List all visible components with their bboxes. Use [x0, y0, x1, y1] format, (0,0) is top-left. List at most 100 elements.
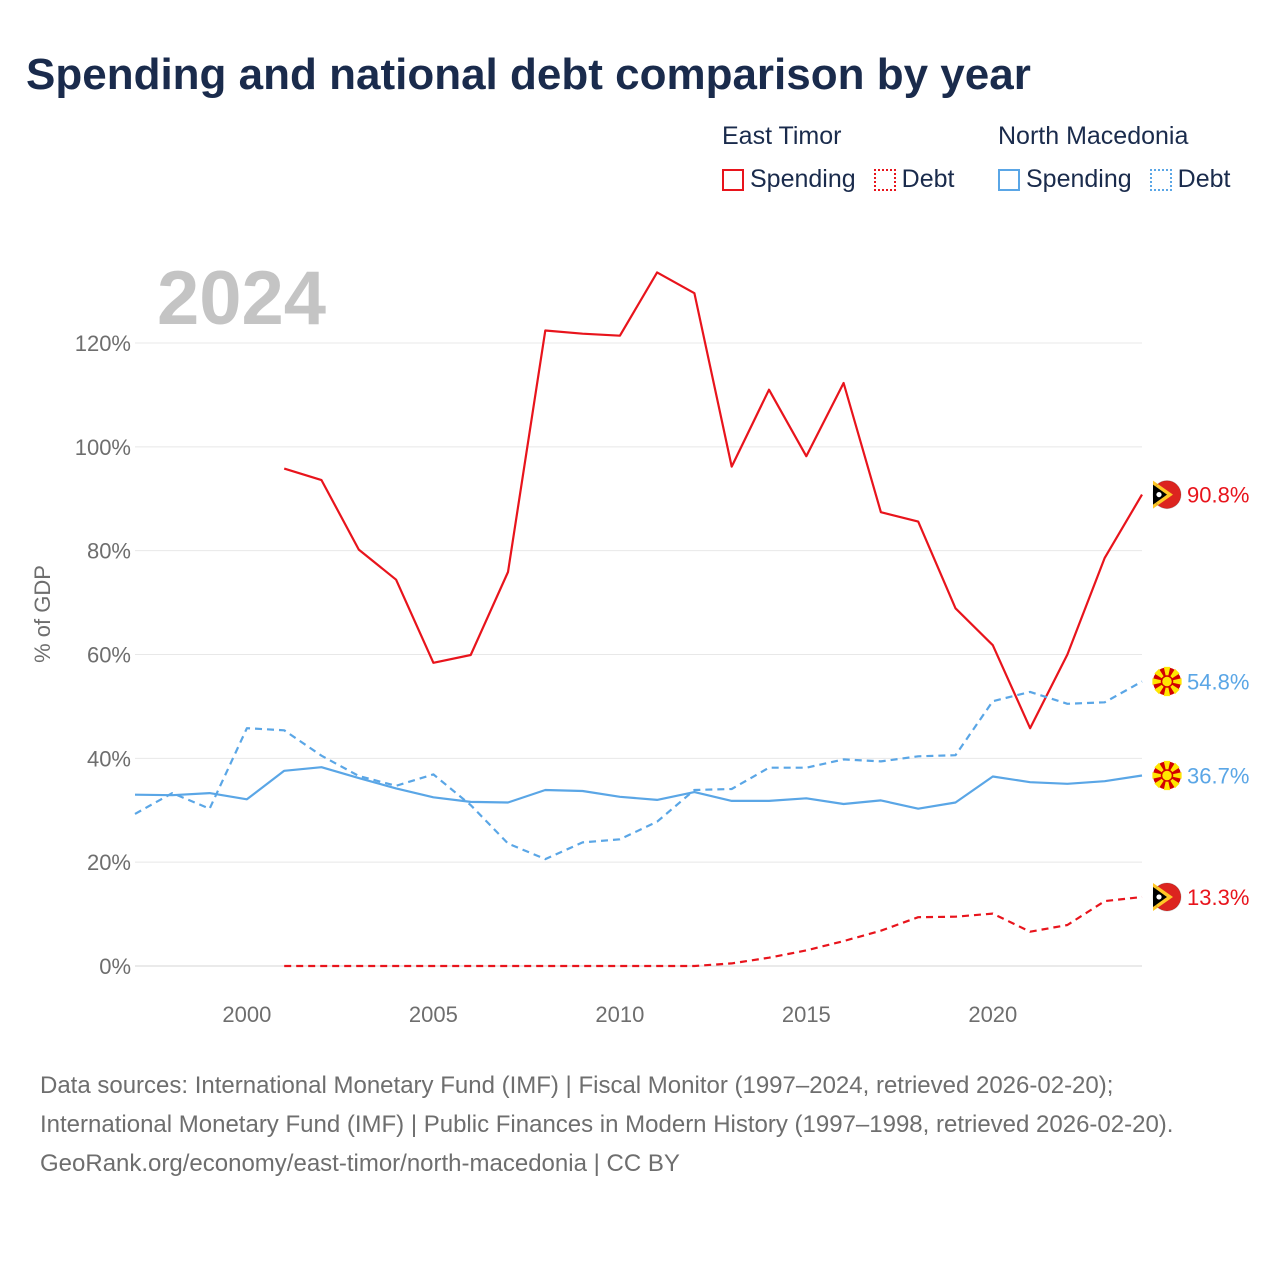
- data-point[interactable]: [504, 839, 512, 847]
- data-point[interactable]: [616, 332, 624, 340]
- data-point[interactable]: [802, 452, 810, 460]
- data-point[interactable]: [206, 805, 214, 813]
- data-point[interactable]: [392, 576, 400, 584]
- series-line-0[interactable]: [283, 271, 1143, 730]
- data-point[interactable]: [131, 791, 139, 799]
- data-point[interactable]: [429, 659, 437, 667]
- series-line-2[interactable]: [134, 766, 1143, 810]
- data-point[interactable]: [989, 697, 997, 705]
- data-point[interactable]: [765, 954, 773, 962]
- data-point[interactable]: [1026, 928, 1034, 936]
- data-point[interactable]: [952, 798, 960, 806]
- data-point[interactable]: [579, 838, 587, 846]
- data-point[interactable]: [541, 786, 549, 794]
- data-point[interactable]: [690, 289, 698, 297]
- data-point[interactable]: [914, 752, 922, 760]
- data-point[interactable]: [914, 913, 922, 921]
- data-point[interactable]: [840, 379, 848, 387]
- data-point[interactable]: [690, 962, 698, 970]
- data-point[interactable]: [728, 785, 736, 793]
- series-line-1[interactable]: [284, 895, 1143, 968]
- data-point[interactable]: [429, 962, 437, 970]
- data-point[interactable]: [1063, 700, 1071, 708]
- data-point[interactable]: [206, 789, 214, 797]
- data-point[interactable]: [1063, 921, 1071, 929]
- data-point[interactable]: [877, 796, 885, 804]
- legend-item-north-macedonia-debt[interactable]: Debt: [1149, 165, 1230, 194]
- data-point[interactable]: [392, 782, 400, 790]
- data-point[interactable]: [541, 327, 549, 335]
- data-point[interactable]: [467, 962, 475, 970]
- data-point[interactable]: [1063, 651, 1071, 659]
- data-point[interactable]: [802, 946, 810, 954]
- data-point[interactable]: [616, 962, 624, 970]
- data-point[interactable]: [317, 763, 325, 771]
- data-point[interactable]: [280, 962, 288, 970]
- data-point[interactable]: [1138, 893, 1146, 901]
- data-point[interactable]: [877, 927, 885, 935]
- data-point[interactable]: [765, 797, 773, 805]
- data-point[interactable]: [728, 797, 736, 805]
- data-point[interactable]: [317, 962, 325, 970]
- data-point[interactable]: [728, 959, 736, 967]
- data-point[interactable]: [653, 818, 661, 826]
- data-point[interactable]: [1101, 698, 1109, 706]
- data-point[interactable]: [317, 476, 325, 484]
- data-point[interactable]: [243, 795, 251, 803]
- data-point[interactable]: [355, 772, 363, 780]
- data-point[interactable]: [1138, 677, 1146, 685]
- data-point[interactable]: [467, 651, 475, 659]
- data-point[interactable]: [877, 508, 885, 516]
- data-point[interactable]: [280, 767, 288, 775]
- data-point[interactable]: [280, 465, 288, 473]
- data-point[interactable]: [802, 794, 810, 802]
- data-point[interactable]: [840, 800, 848, 808]
- data-point[interactable]: [1138, 491, 1146, 499]
- data-point[interactable]: [504, 798, 512, 806]
- legend-item-north-macedonia-spending[interactable]: Spending: [998, 165, 1132, 194]
- data-point[interactable]: [579, 962, 587, 970]
- data-point[interactable]: [504, 962, 512, 970]
- data-point[interactable]: [131, 810, 139, 818]
- data-point[interactable]: [1101, 777, 1109, 785]
- data-point[interactable]: [952, 604, 960, 612]
- data-point[interactable]: [616, 793, 624, 801]
- data-point[interactable]: [355, 546, 363, 554]
- data-point[interactable]: [541, 962, 549, 970]
- data-point[interactable]: [1026, 688, 1034, 696]
- data-point[interactable]: [877, 757, 885, 765]
- data-point[interactable]: [616, 835, 624, 843]
- data-point[interactable]: [765, 386, 773, 394]
- series-line-3[interactable]: [134, 680, 1143, 861]
- data-point[interactable]: [952, 913, 960, 921]
- data-point[interactable]: [243, 724, 251, 732]
- data-point[interactable]: [765, 764, 773, 772]
- data-point[interactable]: [989, 910, 997, 918]
- data-point[interactable]: [392, 962, 400, 970]
- data-point[interactable]: [690, 786, 698, 794]
- legend-item-east-timor-spending[interactable]: Spending: [722, 165, 856, 194]
- data-point[interactable]: [1101, 554, 1109, 562]
- data-point[interactable]: [355, 962, 363, 970]
- data-point[interactable]: [952, 751, 960, 759]
- legend-item-east-timor-debt[interactable]: Debt: [873, 165, 954, 194]
- data-point[interactable]: [168, 789, 176, 797]
- data-point[interactable]: [840, 937, 848, 945]
- data-point[interactable]: [467, 801, 475, 809]
- credit-link[interactable]: GeoRank.org/economy/east-timor/north-mac…: [40, 1150, 680, 1177]
- data-point[interactable]: [653, 268, 661, 276]
- data-point[interactable]: [989, 641, 997, 649]
- data-point[interactable]: [280, 726, 288, 734]
- data-point[interactable]: [429, 793, 437, 801]
- data-point[interactable]: [728, 463, 736, 471]
- data-point[interactable]: [579, 330, 587, 338]
- data-point[interactable]: [653, 962, 661, 970]
- data-point[interactable]: [541, 855, 549, 863]
- data-point[interactable]: [317, 752, 325, 760]
- data-point[interactable]: [1026, 778, 1034, 786]
- data-point[interactable]: [1101, 897, 1109, 905]
- data-point[interactable]: [653, 796, 661, 804]
- data-point[interactable]: [1026, 724, 1034, 732]
- data-point[interactable]: [802, 764, 810, 772]
- data-point[interactable]: [1138, 771, 1146, 779]
